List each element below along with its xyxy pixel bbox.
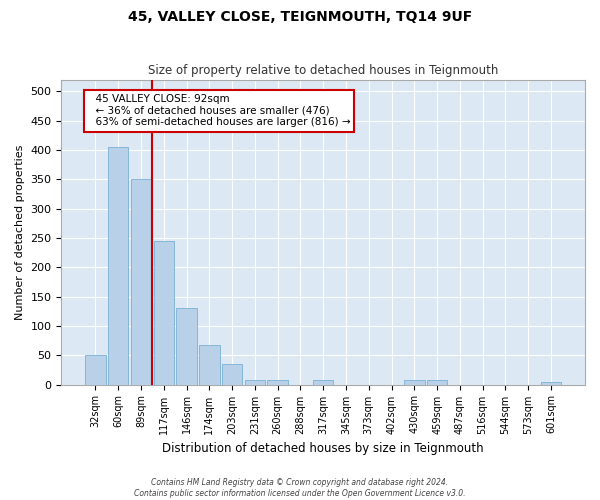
X-axis label: Distribution of detached houses by size in Teignmouth: Distribution of detached houses by size … [163,442,484,455]
Bar [131,180,151,384]
Text: 45 VALLEY CLOSE: 92sqm
  ← 36% of detached houses are smaller (476)
  63% of sem: 45 VALLEY CLOSE: 92sqm ← 36% of detached… [89,94,350,128]
Bar [108,147,128,384]
Bar [85,355,106,384]
Bar [427,380,448,384]
Text: Contains HM Land Registry data © Crown copyright and database right 2024.
Contai: Contains HM Land Registry data © Crown c… [134,478,466,498]
Bar [268,380,288,384]
Bar [404,380,425,384]
Title: Size of property relative to detached houses in Teignmouth: Size of property relative to detached ho… [148,64,499,77]
Bar [313,380,334,384]
Text: 45, VALLEY CLOSE, TEIGNMOUTH, TQ14 9UF: 45, VALLEY CLOSE, TEIGNMOUTH, TQ14 9UF [128,10,472,24]
Bar [199,344,220,385]
Bar [541,382,561,384]
Y-axis label: Number of detached properties: Number of detached properties [15,144,25,320]
Bar [222,364,242,384]
Bar [154,241,174,384]
Bar [245,380,265,384]
Bar [176,308,197,384]
